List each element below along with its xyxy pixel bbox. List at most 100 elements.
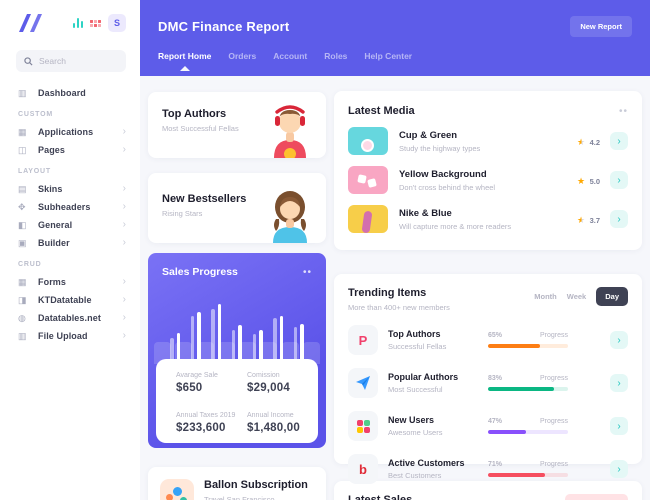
- paper-plane-icon: [348, 368, 378, 398]
- dashboard-dropdown-button[interactable]: Dashboard ▾: [564, 494, 628, 500]
- file-upload-icon: ▥: [18, 330, 27, 341]
- kebab-menu-icon[interactable]: ••: [618, 105, 628, 117]
- dashboard-icon: ▥: [18, 87, 27, 98]
- media-thumbnail: [348, 127, 388, 155]
- stats-icon[interactable]: [72, 18, 83, 28]
- tab-help-center[interactable]: Help Center: [364, 51, 413, 61]
- sidebar-item-subheaders[interactable]: ✥ Subheaders ›: [18, 201, 126, 213]
- stat-comission: Comission $29,004: [247, 372, 290, 394]
- search-input[interactable]: [39, 56, 118, 66]
- sidebar-item-dashboard[interactable]: ▥ Dashboard: [18, 87, 86, 98]
- latest-media-card: Latest Media •• Cup & Green Study the hi…: [334, 91, 642, 250]
- media-thumbnail: [348, 205, 388, 233]
- stat-annual-taxes: Annual Taxes 2019 $233,600: [176, 412, 236, 434]
- open-media-button[interactable]: ›: [610, 210, 628, 228]
- apps-grid-icon[interactable]: [90, 19, 101, 27]
- card-title: Top Authors: [162, 108, 227, 120]
- chevron-right-icon: ›: [122, 201, 126, 212]
- applications-icon: ▦: [18, 126, 27, 137]
- page-title: DMC Finance Report: [158, 19, 290, 34]
- chevron-right-icon: ›: [122, 219, 126, 230]
- builder-icon: ▣: [18, 237, 27, 248]
- open-item-button[interactable]: ›: [610, 417, 628, 435]
- card-title: Ballon Subscription: [204, 479, 308, 491]
- media-thumbnail: [348, 166, 388, 194]
- chevron-right-icon: ›: [122, 312, 126, 323]
- sidebar-item-general[interactable]: ◧ General ›: [18, 219, 126, 231]
- sidebar-item-pages[interactable]: ◫ Pages ›: [18, 144, 126, 156]
- sidebar-item-builder[interactable]: ▣ Builder ›: [18, 237, 126, 249]
- trending-row-active-customers: b Active Customers Best Customers 71% Pr…: [348, 454, 628, 484]
- open-item-button[interactable]: ›: [610, 374, 628, 392]
- media-row-cup-green[interactable]: Cup & Green Study the highway types ★ 4.…: [348, 127, 628, 155]
- trending-row-new-users: New Users Awesome Users 47% Progress ›: [348, 411, 628, 441]
- filter-month[interactable]: Month: [534, 292, 557, 301]
- ktdatatable-icon: ◨: [18, 294, 27, 305]
- chevron-right-icon: ›: [122, 144, 126, 155]
- star-icon: ★: [577, 215, 586, 225]
- bar-group: [170, 289, 180, 364]
- chevron-right-icon: ›: [122, 294, 126, 305]
- trending-row-popular-authors: Popular Authors Most Successful 83% Prog…: [348, 368, 628, 398]
- media-row-nike-blue[interactable]: Nike & Blue Will capture more & more rea…: [348, 205, 628, 233]
- new-bestsellers-card[interactable]: New Bestsellers Rising Stars: [148, 173, 326, 243]
- sidebar-item-forms[interactable]: ▦ Forms ›: [18, 276, 126, 288]
- stat-annual-income: Annual Income $1,480,00: [247, 412, 300, 434]
- sidebar-item-ktdatatable[interactable]: ◨ KTDatatable ›: [18, 294, 126, 306]
- user-avatar[interactable]: S: [108, 14, 126, 32]
- open-item-button[interactable]: ›: [610, 460, 628, 478]
- datatables-icon: ◍: [18, 312, 26, 323]
- filter-day[interactable]: Day: [596, 287, 628, 306]
- search-box[interactable]: [16, 50, 126, 72]
- open-item-button[interactable]: ›: [610, 331, 628, 349]
- skins-icon: ▤: [18, 183, 27, 194]
- chevron-right-icon: ›: [122, 330, 126, 341]
- card-subtitle: Most Successful Fellas: [162, 124, 239, 133]
- progress: 47% Progress: [488, 418, 568, 434]
- sidebar-item-applications[interactable]: ▦ Applications ›: [18, 126, 126, 138]
- stat-average-sale: Avarage Sale $650: [176, 372, 218, 394]
- tab-report-home[interactable]: Report Home: [158, 51, 211, 71]
- top-authors-card[interactable]: Top Authors Most Successful Fellas: [148, 92, 326, 158]
- chevron-right-icon: ›: [122, 183, 126, 194]
- subheaders-icon: ✥: [18, 201, 26, 212]
- forms-icon: ▦: [18, 276, 27, 287]
- card-title: Sales Progress: [162, 266, 238, 278]
- star-icon: ★: [577, 137, 586, 147]
- sales-progress-card: Sales Progress •• Avarage Sale $650 Comi…: [148, 253, 326, 448]
- trending-row-top-authors: P Top Authors Successful Fellas 65% Prog…: [348, 325, 628, 355]
- card-subtitle: More than 400+ new members: [348, 303, 450, 312]
- new-report-button[interactable]: New Report: [570, 16, 632, 37]
- sales-stats-panel: Avarage Sale $650 Comission $29,004 Annu…: [156, 359, 318, 443]
- tab-orders[interactable]: Orders: [228, 51, 257, 61]
- b-logo-icon: b: [348, 454, 378, 484]
- sidebar-item-skins[interactable]: ▤ Skins ›: [18, 183, 126, 195]
- kebab-menu-icon[interactable]: ••: [302, 266, 312, 278]
- tab-roles[interactable]: Roles: [324, 51, 348, 61]
- chevron-right-icon: ›: [122, 126, 126, 137]
- sidebar-section-custom: CUSTOM: [18, 111, 54, 118]
- open-media-button[interactable]: ›: [610, 171, 628, 189]
- general-icon: ◧: [18, 219, 27, 230]
- filter-week[interactable]: Week: [566, 292, 587, 301]
- bar-group: [231, 289, 242, 364]
- media-row-yellow-background[interactable]: Yellow Background Don't cross behind the…: [348, 166, 628, 194]
- card-title: Latest Sales: [348, 494, 413, 500]
- app-logo-icon[interactable]: [18, 14, 44, 32]
- chevron-right-icon: ›: [122, 237, 126, 248]
- sidebar-item-datatables-net[interactable]: ◍ Datatables.net ›: [18, 312, 126, 324]
- progress: 83% Progress: [488, 375, 568, 391]
- sidebar-item-file-upload[interactable]: ▥ File Upload ›: [18, 330, 126, 342]
- card-subtitle: Rising Stars: [162, 209, 203, 218]
- bar-group: [211, 289, 222, 364]
- open-media-button[interactable]: ›: [610, 132, 628, 150]
- header: DMC Finance Report New Report Report Hom…: [140, 0, 650, 76]
- trending-items-card: Trending Items More than 400+ new member…: [334, 274, 642, 484]
- sales-bar-chart: [170, 289, 304, 364]
- tab-account[interactable]: Account: [273, 51, 308, 61]
- puzzle-icon: [348, 411, 378, 441]
- sidebar-section-crud: CRUD: [18, 261, 42, 268]
- card-title: Latest Media: [348, 105, 415, 117]
- ballon-subscription-card[interactable]: Ballon Subscription Travel San Francisco: [148, 467, 326, 500]
- progress: 71% Progress: [488, 461, 568, 477]
